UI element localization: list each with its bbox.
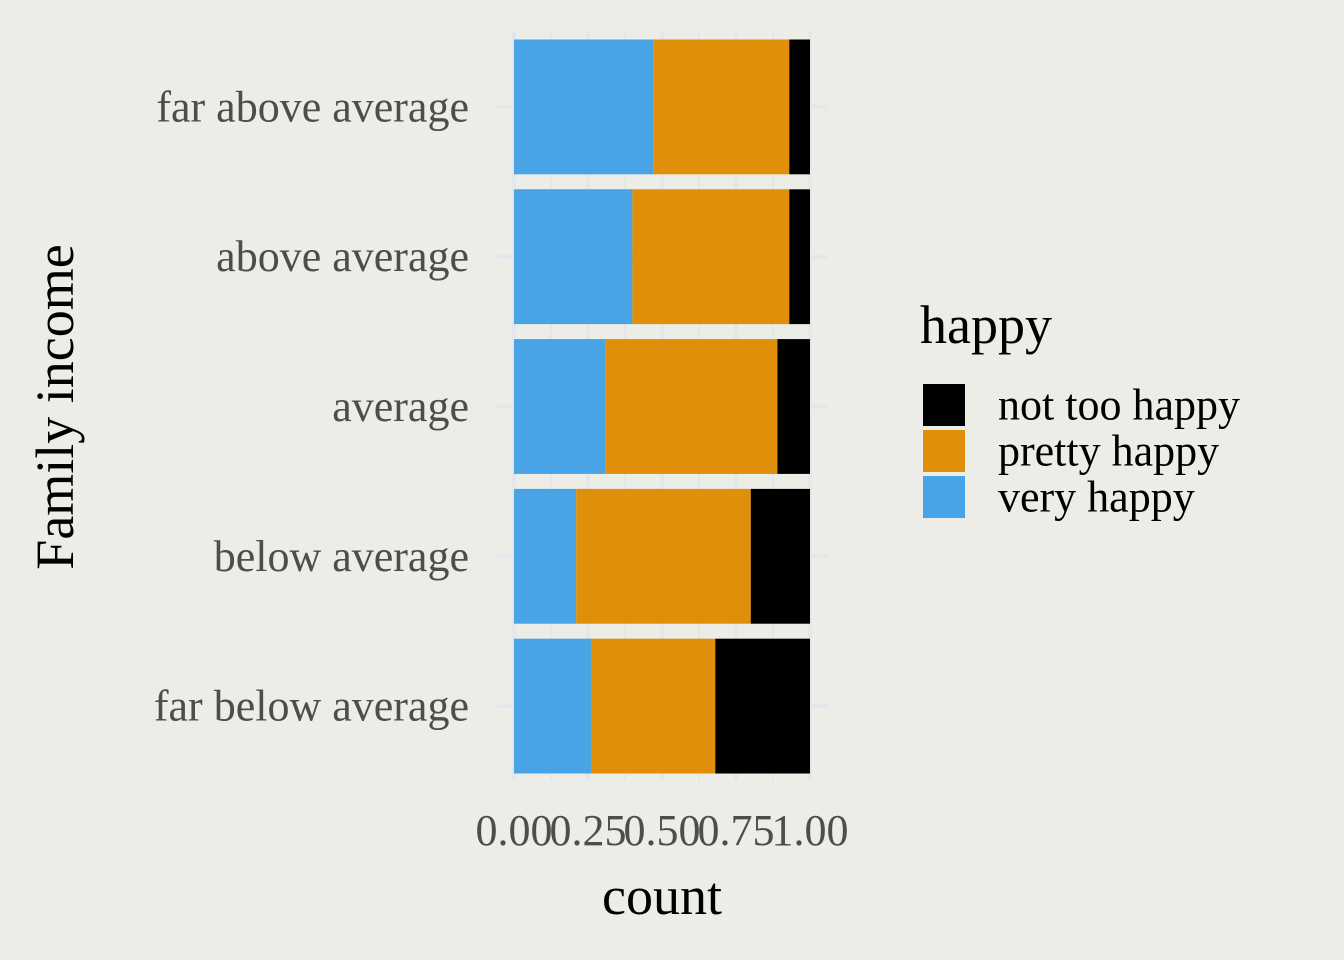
bar-segment	[632, 189, 790, 325]
y-tick-label: below average	[214, 532, 469, 581]
y-tick-labels: far below average below average average abo…	[154, 82, 469, 730]
x-tick-label: 0.00	[476, 806, 553, 855]
legend-label: not too happy	[998, 381, 1240, 430]
legend-label: pretty happy	[998, 427, 1219, 476]
x-tick-label: 0.25	[550, 806, 627, 855]
bar-segment	[653, 39, 790, 175]
legend-label: very happy	[998, 473, 1195, 522]
legend-key	[923, 430, 965, 472]
x-tick-label: 0.75	[698, 806, 775, 855]
y-tick-label: above average	[216, 232, 469, 281]
y-tick-label: average	[332, 382, 469, 431]
x-tick-label: 0.50	[624, 806, 701, 855]
x-tick-label: 1.00	[772, 806, 849, 855]
legend-title: happy	[920, 295, 1052, 355]
legend-key	[923, 384, 965, 426]
bar-segment	[715, 638, 810, 774]
bar-segment	[514, 488, 577, 624]
bar-segment	[777, 339, 810, 474]
y-tick-label: far below average	[154, 682, 469, 731]
bar-segment	[605, 339, 778, 474]
bar-segment	[514, 189, 633, 325]
bar-segment	[514, 638, 591, 774]
bar-segment	[590, 638, 716, 774]
y-axis-title: Family income	[25, 244, 85, 569]
bar-segment	[750, 488, 810, 624]
x-axis-title: count	[602, 866, 722, 926]
bar-segment	[514, 39, 654, 175]
bar-segment	[514, 339, 606, 474]
bar-segment	[789, 189, 810, 325]
bar-segment	[576, 488, 751, 624]
legend-key	[923, 476, 965, 518]
y-tick-label: far above average	[156, 82, 469, 131]
bars-layer	[514, 39, 810, 774]
x-tick-labels: 0.000.250.500.751.00	[476, 806, 849, 855]
bar-segment	[789, 39, 810, 175]
